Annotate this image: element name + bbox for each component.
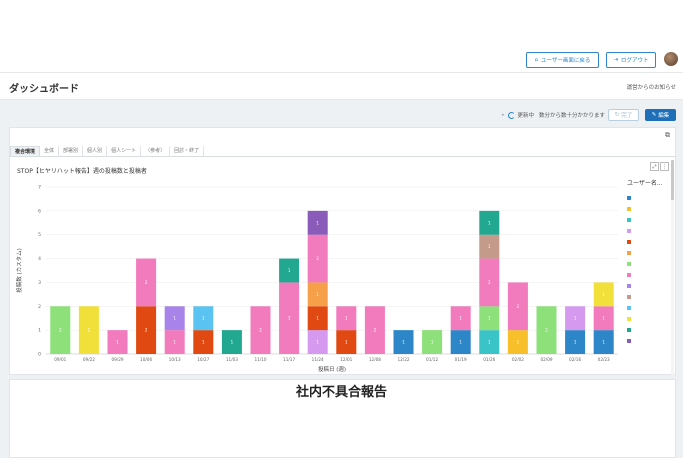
legend-swatch[interactable]: [627, 207, 631, 211]
complete-button-label: 完了: [621, 113, 633, 119]
tab-6[interactable]: 回診・終了: [170, 146, 205, 157]
page-title: ダッシュボード: [9, 84, 79, 95]
pencil-icon: ✎: [651, 112, 657, 118]
legend-swatch[interactable]: [627, 229, 631, 233]
vertical-scrollbar[interactable]: [671, 160, 674, 375]
legend-swatch[interactable]: [627, 284, 631, 288]
report-panel: [9, 379, 676, 458]
user-view-button[interactable]: ⌂ ユーザー画面に戻る: [526, 52, 599, 68]
scrollbar-thumb[interactable]: [671, 160, 674, 200]
expand-icon[interactable]: ⧉: [665, 131, 670, 139]
avatar[interactable]: [664, 52, 678, 66]
edit-button-label: 編集: [658, 113, 670, 119]
logout-button-label: ログアウト: [621, 58, 649, 64]
legend-swatch[interactable]: [627, 273, 631, 277]
legend-swatch[interactable]: [627, 218, 631, 222]
tab-bar: 複合環境 全体 部署別 個人別 個人シート （参考） 回診・終了: [10, 145, 205, 157]
notice-link[interactable]: 運営からのお知らせ: [626, 85, 676, 91]
more-icon[interactable]: ⋮: [660, 162, 669, 171]
tab-2[interactable]: 部署別: [59, 146, 84, 157]
logout-button[interactable]: ⇥ ログアウト: [606, 52, 656, 68]
update-status: ▸ 更新中 数分から数十分かかります: [502, 111, 605, 119]
legend-swatch[interactable]: [627, 317, 631, 321]
top-header: ⌂ ユーザー画面に戻る ⇥ ログアウト: [0, 0, 683, 73]
legend-swatch[interactable]: [627, 240, 631, 244]
tab-divider: [10, 156, 675, 157]
edit-button[interactable]: ✎ 編集: [645, 109, 676, 121]
legend-swatch[interactable]: [627, 262, 631, 266]
legend-swatch[interactable]: [627, 339, 631, 343]
legend-swatch[interactable]: [627, 295, 631, 299]
title-row: ダッシュボード 運営からのお知らせ: [0, 74, 683, 100]
complete-button[interactable]: ↻ 完了: [608, 109, 639, 121]
legend-swatch[interactable]: [627, 328, 631, 332]
dashboard-panel: [9, 127, 676, 375]
chart-menu: ⤢ ⋮: [650, 162, 669, 171]
tab-3[interactable]: 個人別: [83, 146, 108, 157]
chart-title: STOP【ヒヤリハット報告】週の投稿数と投稿者: [17, 168, 147, 175]
report-title: 社内不具合報告: [295, 385, 387, 400]
status-label: 更新中: [517, 113, 535, 119]
tab-5[interactable]: （参考）: [141, 146, 171, 157]
home-icon: ⌂: [534, 57, 539, 63]
logout-icon: ⇥: [613, 57, 619, 63]
status-note: 数分から数十分かかります: [539, 113, 606, 119]
tab-0[interactable]: 複合環境: [10, 146, 41, 157]
refresh-icon: ↻: [614, 112, 620, 118]
spinner-icon: [507, 111, 515, 119]
user-view-button-label: ユーザー画面に戻る: [541, 58, 591, 64]
legend-swatch[interactable]: [627, 196, 631, 200]
legend-title: ユーザー名...: [627, 180, 663, 187]
legend-swatch[interactable]: [627, 306, 631, 310]
fullscreen-icon[interactable]: ⤢: [650, 162, 659, 171]
legend-swatch[interactable]: [627, 251, 631, 255]
tab-4[interactable]: 個人シート: [107, 146, 142, 157]
status-dot-icon: ▸: [502, 112, 505, 118]
tab-1[interactable]: 全体: [40, 146, 60, 157]
